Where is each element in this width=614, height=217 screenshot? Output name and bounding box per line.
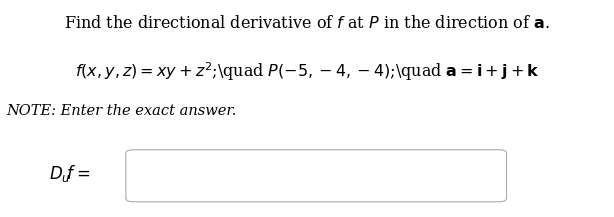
Text: $D_{u}\!f =$: $D_{u}\!f =$: [49, 163, 90, 184]
Text: Find the directional derivative of $f$ at $P$ in the direction of $\mathbf{a}$.: Find the directional derivative of $f$ a…: [64, 15, 550, 32]
Text: $f(x, y, z) = xy + z^2$;\quad $P(-5, -4, -4)$;\quad $\mathbf{a} = \mathbf{i} + \: $f(x, y, z) = xy + z^2$;\quad $P(-5, -4,…: [75, 61, 539, 84]
Text: NOTE: Enter the exact answer.: NOTE: Enter the exact answer.: [6, 104, 236, 118]
FancyBboxPatch shape: [126, 150, 507, 202]
